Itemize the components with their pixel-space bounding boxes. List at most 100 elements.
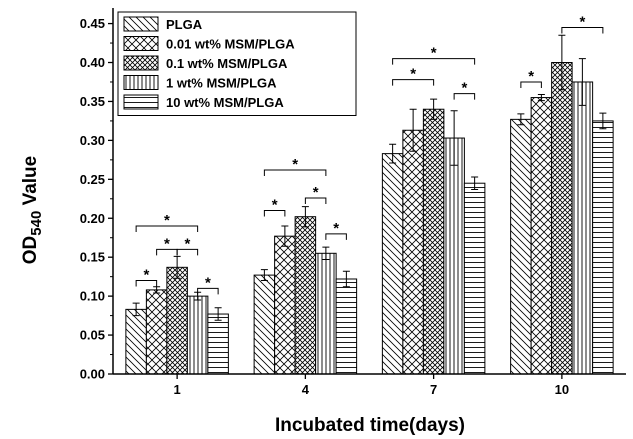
significance-bracket-13 [561,26,604,34]
bar-series0-day1 [125,308,147,375]
y-tick-label-4: 0.20 [80,211,105,226]
bar-series4-day10 [592,120,614,375]
bar-series0-day4 [253,274,276,375]
legend-label-4: 10 wt% MSM/PLGA [166,95,284,110]
error-bar-series0-day10 [517,113,525,126]
significance-bracket-0 [135,280,158,287]
y-axis-title: OD540 Value [20,156,45,264]
legend: PLGA 0.01 wt% MSM/PLGA 0.1 wt% MSM/PLGA 1 w… [117,11,357,116]
error-bar-series4-day1 [214,307,222,321]
significance-marker-6: * [313,184,319,201]
error-bar-series1-day4 [281,225,289,247]
significance-marker-4: * [164,212,170,229]
bar-series4-day1 [207,313,229,375]
significance-marker-12: * [528,68,534,85]
x-tick-label-1: 4 [302,382,310,397]
y-tick-label-3: 0.15 [80,250,105,265]
legend-swatch-0 [123,16,159,32]
x-axis-title: Incubated time(days) [275,415,465,436]
y-tick-label-8: 0.40 [80,55,105,70]
significance-layer: * * * * * * * * * * * * * * [135,13,604,295]
bar-series0-day10 [510,118,532,375]
error-bar-series2-day10 [558,34,566,91]
significance-marker-13: * [579,13,585,30]
axes-layer: 0.00 0.05 0.10 0.15 0.20 0.25 0.30 0.35 0.40 0.45… [80,8,626,397]
significance-marker-7: * [333,220,339,237]
bar-series1-day4 [274,235,296,375]
error-bar-series4-day10 [599,112,607,130]
error-bar-series3-day7 [450,110,458,166]
significance-bracket-12 [520,81,542,88]
bar-series1-day7 [402,129,424,375]
legend-swatch-2 [123,55,159,71]
error-bar-series1-day7 [409,108,417,152]
error-bar-series0-day4 [260,269,268,282]
bar-series4-day7 [463,182,486,375]
bar-series2-day4 [294,216,317,375]
y-tick-label-0: 0.00 [80,367,105,382]
error-bar-series2-day7 [430,98,438,120]
bar-series2-day7 [422,108,445,375]
y-tick-label-7: 0.35 [80,94,105,109]
significance-marker-1: * [164,235,170,252]
significance-marker-3: * [205,274,211,291]
legend-label-0: PLGA [166,17,203,32]
significance-bracket-5 [263,209,286,217]
legend-swatch-3 [123,75,159,90]
significance-marker-9: * [410,66,416,83]
bar-series3-day4 [315,252,337,375]
significance-marker-10: * [461,80,467,97]
legend-swatch-1 [123,36,159,51]
bar-series4-day4 [335,278,358,375]
y-tick-label-2: 0.10 [80,289,105,304]
error-bar-series1-day1 [153,286,161,294]
error-bar-series3-day10 [578,58,586,106]
significance-marker-8: * [292,156,298,173]
bar-series3-day10 [571,81,594,375]
significance-bracket-7 [325,233,347,240]
significance-marker-2: * [184,235,190,252]
error-bars-layer [132,34,607,321]
legend-label-2: 0.1 wt% MSM/PLGA [166,56,288,71]
significance-bracket-6 [304,197,327,205]
bar-series2-day1 [166,266,188,375]
significance-bracket-10 [453,93,476,100]
bar-series3-day1 [186,295,209,375]
significance-marker-0: * [143,267,149,284]
bar-series0-day7 [381,153,404,375]
significance-bracket-4 [135,225,199,233]
y-tick-label-6: 0.30 [80,133,105,148]
error-bar-series4-day4 [342,270,350,288]
significance-bracket-2 [176,248,199,256]
error-bar-series0-day7 [389,143,397,164]
legend-label-1: 0.01 wt% MSM/PLGA [166,37,295,52]
y-axis-title-subscript: 540 [28,211,45,236]
error-bar-series1-day10 [537,93,545,102]
bar-series1-day10 [530,97,553,375]
x-tick-label-0: 1 [174,382,181,397]
significance-bracket-11 [392,58,476,65]
bars-layer [125,62,614,375]
y-tick-label-9: 0.45 [80,16,105,31]
significance-marker-5: * [272,196,278,213]
significance-bracket-3 [197,287,219,295]
error-bar-series2-day1 [173,255,181,279]
significance-marker-11: * [431,45,437,62]
significance-bracket-8 [263,169,327,176]
y-axis-title-prefix: OD [20,236,41,265]
error-bar-series4-day7 [471,176,479,190]
error-bar-series0-day1 [132,302,140,317]
legend-swatch-4 [123,94,159,110]
error-bar-series2-day4 [301,206,309,228]
significance-bracket-9 [392,79,435,86]
x-tick-label-3: 10 [555,382,569,397]
bar-series2-day10 [551,62,573,375]
bar-series1-day1 [145,289,168,375]
bar-series3-day7 [443,137,465,375]
x-tick-label-2: 7 [430,382,437,397]
error-bar-series3-day4 [322,246,330,261]
y-tick-label-5: 0.25 [80,172,105,187]
y-tick-label-1: 0.05 [80,328,105,343]
